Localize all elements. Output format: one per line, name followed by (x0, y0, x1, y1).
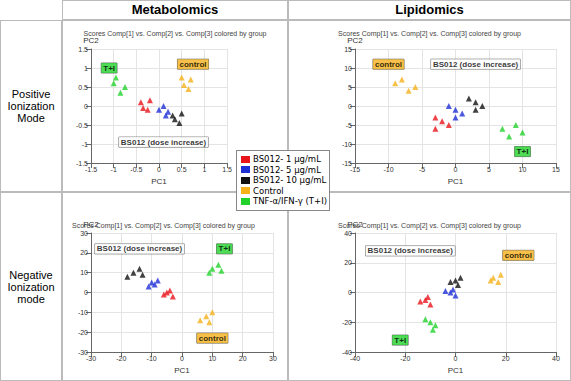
svg-text:PC2: PC2 (83, 35, 99, 45)
svg-text:-30: -30 (77, 348, 88, 356)
svg-text:10: 10 (208, 355, 216, 362)
svg-text:control: control (179, 60, 206, 69)
svg-text:1: 1 (202, 166, 206, 173)
svg-text:-0.5: -0.5 (130, 166, 142, 173)
svg-text:PC1: PC1 (448, 177, 464, 186)
svg-text:-30: -30 (86, 355, 96, 362)
html-text:Lipidomics: Lipidomics (395, 2, 464, 17)
svg-text:20: 20 (344, 259, 352, 266)
svg-text:0: 0 (348, 103, 352, 110)
svg-text:-40: -40 (350, 355, 360, 362)
svg-text:0: 0 (348, 289, 352, 296)
svg-text:-10: -10 (147, 355, 157, 362)
svg-text:-1.5: -1.5 (85, 166, 97, 173)
svg-text:BS012 (dose increase): BS012 (dose increase) (433, 60, 519, 69)
html-text:Positive Ionization Mode: Positive Ionization Mode (7, 88, 55, 124)
svg-text:Scores Comp[1] vs. Comp[2] vs.: Scores Comp[1] vs. Comp[2] vs. Comp[3] c… (338, 30, 521, 38)
html-text:BS012- 5 µg/mL: BS012- 5 µg/mL (253, 164, 321, 175)
svg-text:control: control (199, 334, 226, 343)
svg-text:15: 15 (552, 166, 560, 173)
svg-text:10: 10 (344, 65, 352, 72)
svg-text:-0.5: -0.5 (76, 122, 88, 129)
svg-text:BS012 (dose increase): BS012 (dose increase) (368, 246, 454, 255)
html-text:TNF-α/IFN-γ (T+I): TNF-α/IFN-γ (T+I) (253, 196, 327, 207)
svg-text:-40: -40 (341, 348, 352, 356)
svg-text:-20: -20 (400, 355, 410, 362)
svg-text:5: 5 (348, 84, 352, 91)
svg-text:20: 20 (80, 249, 88, 256)
svg-text:control: control (375, 60, 402, 69)
svg-text:10: 10 (80, 269, 88, 276)
svg-text:-20: -20 (78, 329, 88, 336)
svg-text:-1: -1 (82, 141, 88, 148)
svg-text:-15: -15 (350, 166, 360, 173)
svg-text:PC1: PC1 (174, 366, 190, 375)
svg-text:-10: -10 (383, 166, 393, 173)
html-text:BS012- 1 µg/mL: BS012- 1 µg/mL (253, 154, 321, 165)
html-text:Negative Ionization mode: Negative Ionization mode (7, 268, 55, 305)
svg-text:T+I: T+I (219, 244, 231, 253)
svg-text:-10: -10 (78, 309, 88, 316)
svg-text:0: 0 (180, 355, 184, 362)
svg-text:T+I: T+I (103, 64, 115, 73)
svg-text:40: 40 (552, 355, 560, 362)
svg-text:1: 1 (84, 65, 88, 72)
svg-text:20: 20 (239, 355, 247, 362)
svg-text:T+I: T+I (394, 336, 406, 345)
html-text:Metabolomics: Metabolomics (131, 2, 219, 17)
svg-text:Scores Comp[1] vs. Comp[2] vs.: Scores Comp[1] vs. Comp[2] vs. Comp[3] c… (72, 222, 255, 230)
svg-text:-20: -20 (342, 319, 352, 326)
svg-text:-20: -20 (116, 355, 126, 362)
svg-text:20: 20 (502, 355, 510, 362)
svg-text:30: 30 (269, 355, 277, 362)
svg-text:10: 10 (519, 166, 527, 173)
svg-text:BS012 (dose increase): BS012 (dose increase) (97, 244, 183, 253)
svg-text:0.5: 0.5 (78, 84, 88, 91)
svg-text:PC1: PC1 (448, 366, 464, 375)
svg-text:-1.5: -1.5 (75, 159, 88, 167)
svg-text:0: 0 (84, 103, 88, 110)
svg-text:-10: -10 (342, 141, 352, 148)
svg-text:1.5: 1.5 (78, 46, 88, 53)
svg-text:0: 0 (84, 289, 88, 296)
svg-text:15: 15 (344, 46, 352, 53)
html-text:Control: Control (253, 185, 284, 196)
html-text:BS012- 10 µg/mL: BS012- 10 µg/mL (253, 175, 327, 186)
svg-text:0: 0 (454, 166, 458, 173)
svg-text:PC1: PC1 (151, 177, 167, 186)
svg-text:5: 5 (487, 166, 491, 173)
svg-text:Scores Comp[1] vs. Comp[2] vs.: Scores Comp[1] vs. Comp[2] vs. Comp[3] c… (338, 222, 521, 230)
svg-text:-1: -1 (111, 166, 117, 173)
svg-text:Scores Comp[1] vs. Comp[2] vs.: Scores Comp[1] vs. Comp[2] vs. Comp[3] c… (84, 30, 267, 38)
svg-text:control: control (505, 251, 532, 260)
svg-text:-5: -5 (346, 122, 352, 129)
svg-text:BS012 (dose increase): BS012 (dose increase) (121, 138, 207, 147)
svg-text:0: 0 (157, 166, 161, 173)
svg-text:PC2: PC2 (347, 35, 363, 45)
svg-text:0: 0 (454, 355, 458, 362)
svg-text:40: 40 (344, 230, 352, 237)
svg-text:-15: -15 (341, 159, 352, 167)
svg-text:0.5: 0.5 (177, 166, 187, 173)
svg-text:-5: -5 (419, 166, 425, 173)
svg-text:30: 30 (80, 230, 88, 237)
svg-text:1.5: 1.5 (222, 166, 232, 173)
svg-text:T+I: T+I (517, 147, 529, 156)
